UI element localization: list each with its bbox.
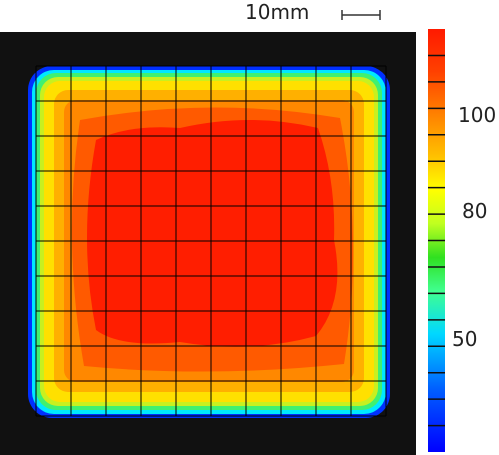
colorbar-label-50: 50 xyxy=(452,327,478,351)
scale-bar xyxy=(341,10,381,20)
colorbar-label-80: 80 xyxy=(462,199,488,223)
band-red xyxy=(87,120,338,347)
colorbar-ticks xyxy=(428,54,445,427)
scale-bar-label: 10mm xyxy=(245,0,310,24)
colorbar-label-100: 100 xyxy=(458,103,497,127)
measurement-grid xyxy=(35,65,387,417)
